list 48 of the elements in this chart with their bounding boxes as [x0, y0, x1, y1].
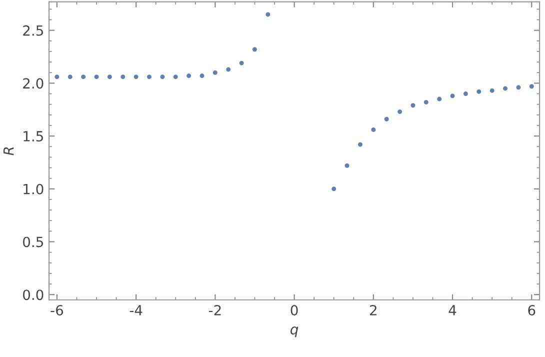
point: [200, 74, 204, 78]
point: [424, 100, 428, 104]
point: [252, 47, 257, 52]
x-tick-label: 4: [448, 305, 456, 316]
point: [54, 74, 60, 80]
point: [107, 74, 112, 80]
point: [476, 89, 482, 94]
point: [266, 12, 270, 17]
point: [68, 74, 72, 80]
point: [147, 74, 152, 80]
x-tick-label: -4: [130, 305, 142, 316]
point: [398, 109, 402, 114]
point: [173, 74, 178, 80]
point: [81, 74, 86, 80]
point: [160, 74, 165, 80]
point: [134, 74, 138, 80]
point: [463, 92, 468, 96]
point: [344, 163, 350, 168]
y-axis-title: R: [4, 147, 14, 156]
point: [371, 127, 376, 132]
y-tick-label: 1.0: [24, 184, 44, 194]
point: [437, 96, 442, 102]
y-tick-label: 0.5: [23, 236, 43, 248]
point: [212, 70, 218, 75]
x-tick-label: -6: [50, 304, 64, 316]
point: [186, 74, 192, 78]
x-tick-label: 6: [528, 304, 536, 316]
x-axis-title: q: [290, 326, 298, 338]
point: [503, 86, 508, 91]
point: [384, 116, 389, 122]
point: [94, 74, 99, 80]
y-tick-label: 0.0: [23, 290, 44, 300]
y-tick-label: 1.5: [24, 131, 43, 142]
x-tick-label: 0: [290, 304, 298, 316]
point: [239, 60, 244, 66]
y-tick-label: 2.0: [23, 78, 44, 89]
point: [120, 74, 126, 80]
point: [410, 103, 416, 108]
point: [358, 142, 362, 147]
point: [516, 85, 521, 90]
point: [450, 94, 455, 98]
point: [226, 67, 231, 72]
point: [332, 186, 336, 192]
y-tick-label: 2.5: [23, 25, 43, 36]
x-tick-label: 2: [370, 304, 376, 316]
x-tick-label: -2: [208, 304, 221, 316]
point: [529, 84, 534, 89]
point: [490, 88, 494, 93]
